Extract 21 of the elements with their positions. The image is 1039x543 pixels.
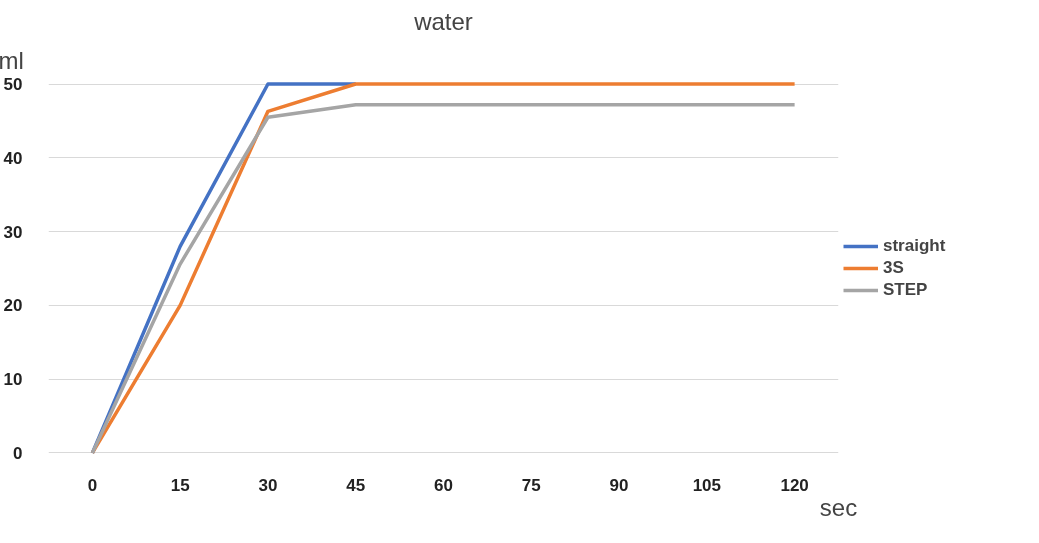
y-tick-label: 30 xyxy=(3,222,23,242)
x-tick-label: 0 xyxy=(87,475,98,495)
x-tick-label: 105 xyxy=(692,475,722,495)
x-tick-label: 15 xyxy=(170,475,190,495)
y-tick-label: 10 xyxy=(3,370,23,390)
y-axis-title: ml xyxy=(0,46,24,74)
legend-label: STEP xyxy=(883,280,928,300)
y-tick-label: 50 xyxy=(3,75,23,95)
y-tick-label: 40 xyxy=(3,148,23,168)
x-axis-title: sec xyxy=(819,493,858,521)
legend-label: straight xyxy=(883,236,946,256)
x-tick-label: 75 xyxy=(521,475,541,495)
y-tick-label: 0 xyxy=(13,443,23,463)
x-tick-label: 60 xyxy=(434,475,453,495)
x-tick-label: 30 xyxy=(258,475,278,495)
x-tick-label: 45 xyxy=(346,475,366,495)
chart-title: water xyxy=(413,7,473,35)
legend-label: 3S xyxy=(883,258,904,278)
x-tick-label: 90 xyxy=(609,475,629,495)
y-tick-label: 20 xyxy=(3,296,23,316)
x-tick-label: 120 xyxy=(780,475,809,495)
